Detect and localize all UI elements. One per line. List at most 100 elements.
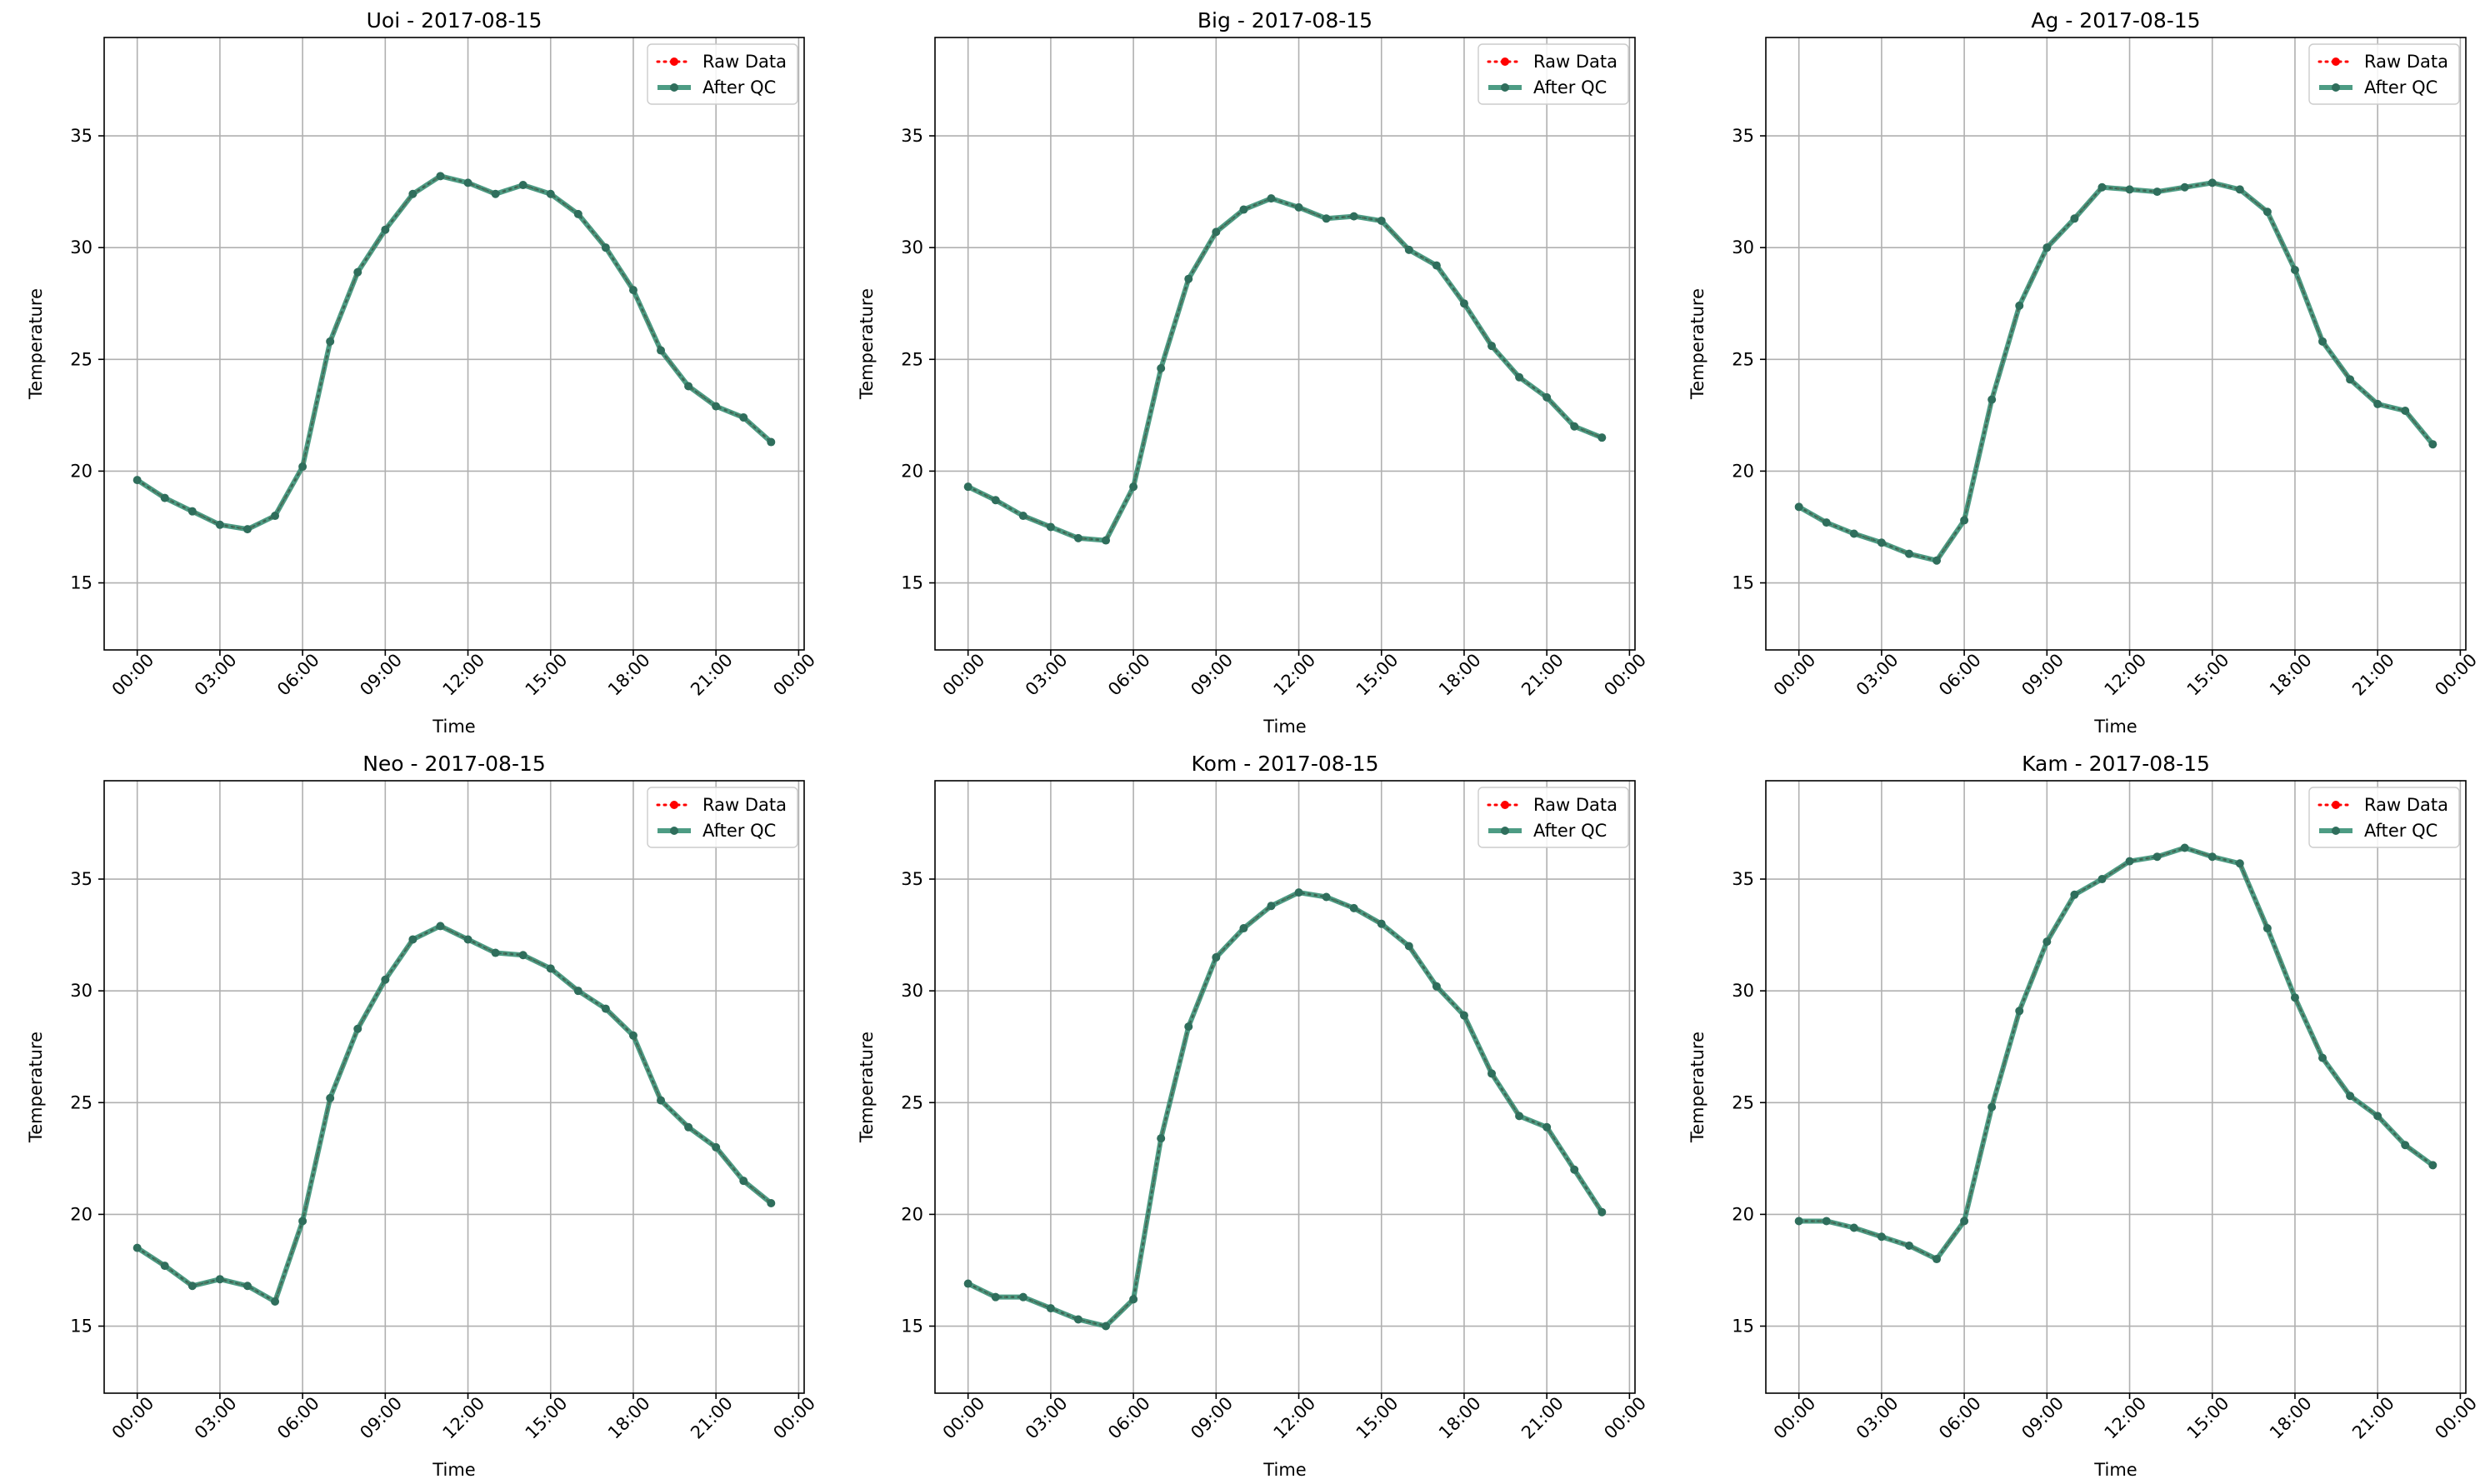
after-qc-point [1877, 1232, 1886, 1242]
legend: Raw Data After QC [1478, 43, 1629, 105]
y-tick-label: 25 [901, 1092, 923, 1112]
x-tick-label: 15:00 [2183, 1393, 2233, 1443]
after-qc-point [1073, 533, 1082, 542]
after-qc-point [1349, 212, 1358, 221]
after-qc-point [1432, 982, 1441, 991]
x-tick-label: 18:00 [604, 650, 654, 700]
after-qc-point [1046, 1304, 1055, 1313]
after-qc-point [2290, 265, 2299, 274]
chart-panel: 00:00 03:00 06:00 09:00 12:00 15:00 18:00 21:00… [857, 8, 1650, 737]
x-tick-label: 00:00 [1770, 650, 1820, 700]
after-qc-point [518, 951, 528, 960]
x-tick-label: 21:00 [687, 1393, 737, 1443]
after-qc-point [991, 496, 1000, 505]
after-qc-point [2428, 1161, 2438, 1170]
y-axis-label: Temperature [26, 1032, 46, 1143]
after-qc-point [1267, 902, 1276, 911]
y-tick-label: 25 [1732, 349, 1754, 369]
raw-data-line [1798, 181, 2434, 562]
after-qc-point [1488, 342, 1497, 351]
after-qc-point [1459, 1011, 1468, 1020]
x-tick-label: 00:00 [769, 650, 819, 700]
y-tick-label: 35 [70, 126, 92, 146]
after-qc-point [1598, 433, 1607, 442]
axes-frame [103, 37, 805, 651]
x-tick-label: 12:00 [2101, 650, 2151, 700]
after-qc-line [1798, 180, 2435, 563]
after-qc-point [436, 922, 445, 931]
after-qc-point [381, 225, 390, 234]
after-qc-point [353, 1024, 362, 1033]
after-qc-point [1404, 942, 1413, 951]
after-qc-point [2373, 1112, 2382, 1121]
x-axis-label: Time [1262, 717, 1306, 737]
grid-lines [104, 781, 804, 1393]
raw-data-line [967, 891, 1603, 1328]
after-qc-point [1960, 1217, 1969, 1226]
chart-panel: 00:00 03:00 06:00 09:00 12:00 15:00 18:00 21:00… [1688, 8, 2481, 737]
after-qc-point [271, 512, 280, 521]
x-axis-label: Time [2093, 1460, 2137, 1480]
after-qc-point [2042, 937, 2052, 947]
after-qc-point [2015, 301, 2024, 310]
x-tick-label: 00:00 [1600, 1393, 1650, 1443]
after-qc-point [2235, 185, 2244, 194]
y-tick-label: 20 [901, 461, 923, 481]
y-tick-label: 15 [901, 1317, 923, 1337]
after-qc-point [1184, 274, 1193, 283]
legend-raw-label: Raw Data [2364, 795, 2448, 815]
after-qc-line [967, 890, 1604, 1329]
after-qc-point [767, 1198, 776, 1207]
after-qc-point [1157, 1134, 1166, 1143]
chart-title: Neo - 2017-08-15 [362, 752, 546, 776]
y-tick-label: 35 [1732, 126, 1754, 146]
after-qc-point [739, 413, 748, 422]
after-qc-point [1794, 502, 1803, 512]
after-qc-point [1377, 216, 1386, 225]
after-qc-point [1018, 512, 1028, 521]
legend: Raw Data After QC [1478, 787, 1629, 848]
after-qc-point [2042, 243, 2052, 252]
x-tick-label: 03:00 [1852, 1393, 1902, 1443]
after-qc-point [463, 935, 472, 944]
series-after-qc [132, 922, 776, 1307]
series-after-qc [132, 172, 776, 534]
after-qc-point [2290, 993, 2299, 1002]
legend-raw-label: Raw Data [702, 795, 787, 815]
after-qc-point [963, 1279, 972, 1288]
legend: Raw Data After QC [2308, 787, 2460, 848]
y-tick-label: 25 [70, 1092, 92, 1112]
y-tick-label: 15 [70, 573, 92, 593]
x-tick-label: 06:00 [1104, 650, 1154, 700]
x-tick-label: 15:00 [522, 650, 572, 700]
after-qc-point [326, 337, 335, 346]
after-qc-point [215, 1275, 224, 1284]
after-qc-point [963, 482, 972, 492]
y-tick-label: 25 [901, 349, 923, 369]
x-tick-label: 18:00 [1435, 650, 1485, 700]
y-tick-label: 35 [901, 869, 923, 889]
after-qc-point [628, 286, 638, 295]
series-raw-data [133, 172, 775, 533]
after-qc-point [573, 209, 582, 218]
after-qc-point [2125, 185, 2134, 194]
after-qc-point [1877, 538, 1886, 547]
after-qc-inner-dots [968, 892, 1603, 1327]
y-tick-label: 20 [70, 1204, 92, 1224]
after-qc-point [601, 1004, 610, 1013]
chart-panel: 00:00 03:00 06:00 09:00 12:00 15:00 18:00 21:00… [26, 8, 819, 737]
after-qc-point [573, 987, 582, 996]
x-tick-label: 09:00 [1187, 650, 1237, 700]
after-qc-point [739, 1177, 748, 1186]
x-tick-label: 00:00 [108, 1393, 158, 1443]
after-qc-point [2098, 182, 2107, 192]
after-qc-point [491, 948, 500, 957]
legend-qc-label: After QC [702, 821, 776, 841]
after-qc-point [463, 178, 472, 187]
after-qc-point [1184, 1022, 1193, 1032]
after-qc-point [2125, 857, 2134, 866]
after-qc-point [188, 1282, 197, 1291]
after-qc-point [1904, 1241, 1913, 1250]
raw-data-line [967, 197, 1603, 542]
